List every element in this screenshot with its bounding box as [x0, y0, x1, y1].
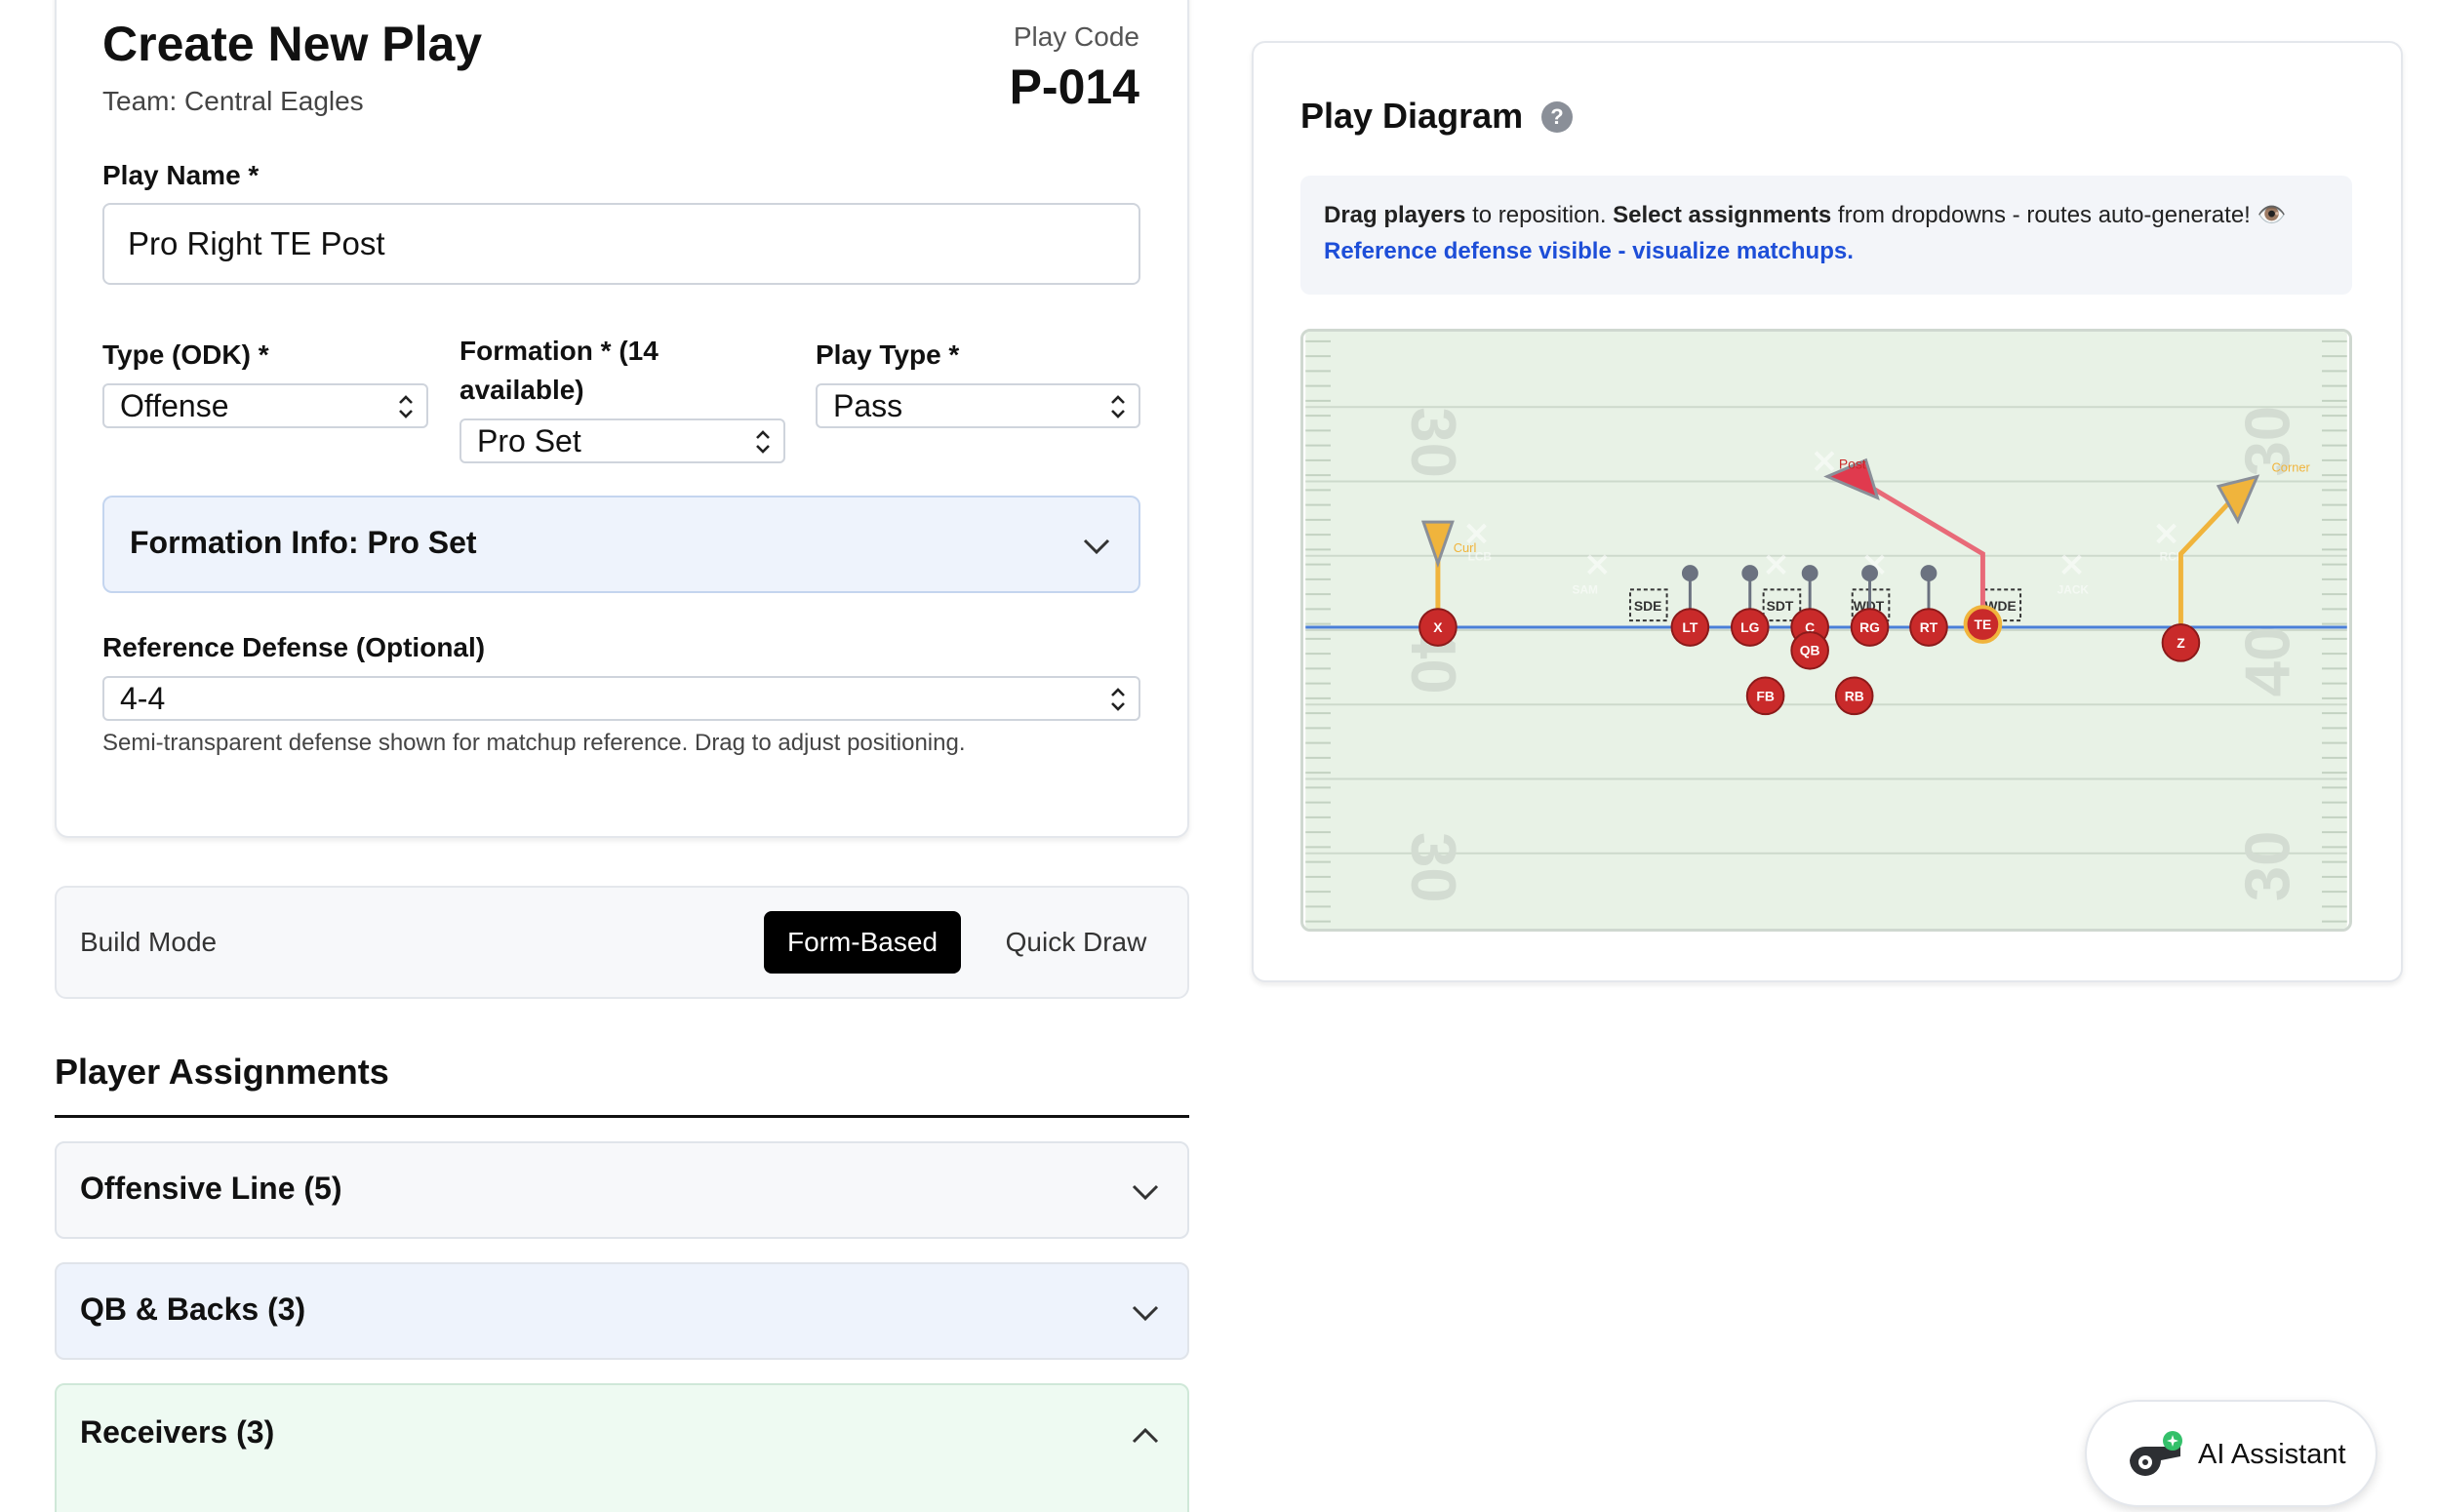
ref-defense-label: Reference Defense (Optional): [102, 632, 486, 662]
type-select-value: Offense: [120, 388, 229, 423]
hash-mark-group: [1305, 339, 2347, 923]
player-label: LT: [1682, 619, 1698, 635]
route-label: Corner: [2272, 460, 2311, 475]
accordion-label: Offensive Line (5): [80, 1171, 342, 1206]
chevron-down-icon: [1132, 1305, 1159, 1322]
player-label: LG: [1740, 619, 1759, 635]
defender-label: JACK: [2057, 582, 2090, 596]
tip-text: to reposition.: [1465, 202, 1614, 228]
ref-defense-select-value: 4-4: [120, 681, 166, 716]
type-select[interactable]: Offense: [102, 383, 428, 428]
type-label: Type (ODK) *: [102, 339, 269, 370]
section-divider: [55, 1115, 1189, 1118]
chevron-down-icon: [1083, 538, 1110, 555]
select-arrows-icon: [399, 395, 413, 418]
defender-label: LCB: [1468, 550, 1493, 564]
player-fb[interactable]: FB: [1745, 676, 1785, 716]
play-type-select-value: Pass: [833, 388, 903, 423]
formation-label-line2: available): [459, 375, 584, 405]
form-based-button[interactable]: Form-Based: [764, 911, 961, 974]
tip-bold: Select assignments: [1613, 202, 1832, 228]
player-label: TE: [1975, 617, 1992, 632]
routes: Curl Post Corner: [1420, 457, 2311, 643]
player-label: Z: [2177, 635, 2185, 651]
player-label: C: [1805, 619, 1815, 635]
whistle-icon: [2130, 1431, 2182, 1476]
select-arrows-icon: [1111, 395, 1125, 418]
formation-select[interactable]: Pro Set: [459, 418, 785, 463]
select-arrows-icon: [756, 430, 770, 454]
build-mode-label: Build Mode: [80, 927, 218, 957]
ref-defense-select[interactable]: 4-4: [102, 676, 1140, 721]
player-label: QB: [1800, 643, 1820, 658]
play-type-label: Play Type *: [816, 339, 960, 370]
ai-assistant-label: AI Assistant: [2198, 1439, 2346, 1470]
select-arrows-icon: [1111, 688, 1125, 711]
team-line: Team: Central Eagles: [102, 86, 364, 116]
play-name-label: Play Name *: [102, 160, 260, 190]
tip-bold: Drag players: [1324, 202, 1466, 228]
player-z[interactable]: Z: [2161, 623, 2201, 662]
tip-link[interactable]: Reference defense visible - visualize ma…: [1324, 238, 1854, 264]
accordion-label: QB & Backs (3): [80, 1292, 306, 1327]
player-te[interactable]: TE: [1963, 605, 2003, 644]
diagram-title: Play Diagram: [1300, 96, 1524, 136]
yard-number: 40: [2231, 626, 2302, 697]
player-label: X: [1433, 619, 1443, 635]
play-field[interactable]: 30 40 30 30 40 30 LCB SAM JACK RCB SDE S…: [1300, 329, 2352, 932]
accordion-label: Receivers (3): [80, 1414, 275, 1450]
player-rt[interactable]: RT: [1909, 608, 1948, 647]
accordion-receivers[interactable]: Receivers (3): [55, 1383, 1189, 1512]
player-lt[interactable]: LT: [1670, 608, 1710, 647]
chevron-down-icon: [1132, 1184, 1159, 1201]
help-icon[interactable]: ?: [1541, 101, 1573, 133]
ai-assistant-button[interactable]: AI Assistant: [2085, 1400, 2377, 1507]
defender-box-label: SDT: [1767, 598, 1794, 614]
play-code-value: P-014: [1009, 60, 1139, 114]
diagram-tip: Drag players to reposition. Select assig…: [1300, 176, 2352, 295]
accordion-offensive-line[interactable]: Offensive Line (5): [55, 1141, 1189, 1239]
formation-info-accordion[interactable]: Formation Info: Pro Set: [102, 496, 1140, 593]
player-lg[interactable]: LG: [1730, 608, 1770, 647]
tip-line: Drag players to reposition. Select assig…: [1324, 201, 2286, 229]
player-label: RB: [1845, 688, 1864, 703]
route-corner: [2177, 501, 2230, 643]
defender-box-label: SDE: [1634, 598, 1662, 614]
route-post: [1855, 476, 1985, 625]
defender-label: SAM: [1573, 582, 1598, 596]
play-type-select[interactable]: Pass: [816, 383, 1140, 428]
quick-draw-button[interactable]: Quick Draw: [1005, 927, 1147, 957]
formation-label-line1: Formation * (14: [459, 336, 659, 366]
offense-players[interactable]: X LT LG C RG RT TE Z QB FB RB: [1418, 605, 2201, 716]
yard-number: 30: [2231, 406, 2302, 477]
play-name-input[interactable]: [102, 203, 1140, 285]
yard-numbers: 30 40 30 30 40 30: [1398, 406, 2302, 903]
formation-select-value: Pro Set: [477, 423, 581, 458]
route-label: Curl: [1454, 540, 1477, 555]
play-code-label: Play Code: [1013, 21, 1139, 52]
player-rb[interactable]: RB: [1834, 676, 1874, 716]
yard-number: 30: [2231, 831, 2302, 902]
chevron-up-icon: [1132, 1427, 1159, 1444]
page-title: Create New Play: [102, 17, 483, 71]
yard-number: 30: [1398, 832, 1469, 903]
yard-number: 30: [1398, 407, 1469, 478]
route-arrow: [2216, 474, 2260, 525]
route-label: Post: [1839, 457, 1866, 472]
player-label: RT: [1920, 619, 1938, 635]
player-assignments-title: Player Assignments: [55, 1052, 389, 1092]
route-arrow: [1420, 520, 1455, 569]
build-mode-bar: Build Mode Form-Based Quick Draw: [55, 886, 1189, 999]
ref-defense-help: Semi-transparent defense shown for match…: [102, 730, 966, 756]
player-label: FB: [1756, 688, 1774, 703]
player-rg[interactable]: RG: [1850, 608, 1890, 647]
player-label: RG: [1859, 619, 1880, 635]
accordion-qb-backs[interactable]: QB & Backs (3): [55, 1262, 1189, 1360]
tip-text: from dropdowns - routes auto-generate! 👁…: [1831, 202, 2287, 228]
defense-boxes: SDE SDT WDT WDE: [1628, 588, 2022, 622]
formation-info-label: Formation Info: Pro Set: [130, 525, 477, 560]
player-x[interactable]: X: [1418, 608, 1458, 647]
route-arrow: [1823, 458, 1880, 500]
player-qb[interactable]: QB: [1790, 630, 1829, 670]
